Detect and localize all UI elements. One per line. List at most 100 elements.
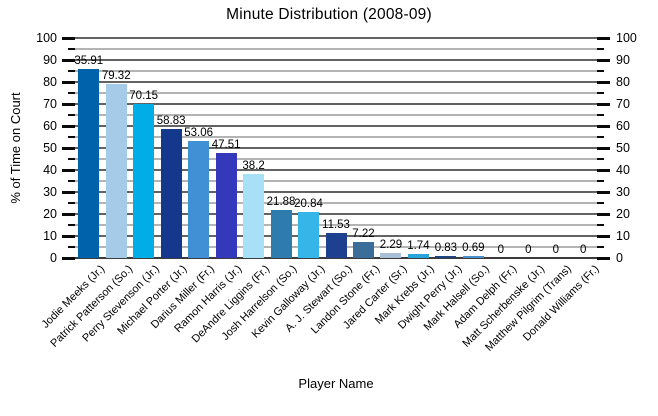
y-tick-label: 50 (616, 141, 630, 155)
gridline (75, 92, 597, 94)
bar-value-label: 0.83 (434, 242, 458, 255)
y-axis-tick (597, 202, 604, 204)
bar-value-label: 70.15 (129, 89, 159, 102)
y-axis-tick (62, 146, 75, 150)
gridline (75, 37, 597, 39)
y-tick-label: 90 (616, 53, 630, 67)
y-tick-label: 60 (43, 119, 57, 133)
y-tick-label: 70 (616, 97, 630, 111)
y-axis-tick (68, 224, 75, 226)
bar (215, 153, 237, 258)
y-axis-tick (62, 80, 75, 84)
gridline (75, 147, 597, 149)
bar (270, 209, 292, 258)
gridline (75, 125, 597, 127)
gridline (75, 158, 597, 160)
gridline (75, 191, 597, 193)
y-axis-tick (62, 102, 75, 106)
y-axis-tick (597, 92, 604, 94)
y-tick-label: 70 (43, 97, 57, 111)
gridline (75, 48, 597, 50)
gridline (75, 180, 597, 182)
y-axis-tick (597, 246, 604, 248)
bar (462, 256, 484, 258)
bar (78, 69, 100, 258)
y-axis-tick (597, 224, 604, 226)
y-tick-label: 50 (43, 141, 57, 155)
bar-value-label: 11.53 (322, 218, 350, 231)
bar (188, 141, 210, 258)
y-axis-tick (62, 124, 75, 128)
bar-value-label: 0 (525, 244, 532, 256)
y-axis-tick (597, 180, 604, 182)
bar (352, 242, 374, 258)
bar (380, 252, 402, 258)
y-tick-label: 100 (616, 31, 637, 45)
y-axis-tick (68, 202, 75, 204)
y-tick-label: 20 (43, 207, 57, 221)
bar (160, 128, 182, 258)
x-axis-title: Player Name (298, 376, 374, 391)
y-axis-tick (62, 168, 75, 172)
y-tick-label: 40 (616, 163, 630, 177)
gridline (75, 114, 597, 116)
bar (407, 254, 429, 258)
y-tick-label: 0 (50, 251, 57, 265)
y-axis-tick (597, 212, 610, 216)
y-tick-label: 100 (36, 31, 57, 45)
gridline (75, 70, 597, 72)
gridline (75, 81, 597, 83)
y-tick-label: 30 (43, 185, 57, 199)
y-axis-tick (597, 114, 604, 116)
x-axis-line (75, 257, 597, 259)
y-axis-tick (597, 70, 604, 72)
y-axis-tick (597, 48, 604, 50)
bar-value-label: 53.06 (184, 127, 214, 140)
gridline (75, 136, 597, 138)
y-axis-tick (62, 58, 75, 62)
gridline (75, 59, 597, 61)
gridline (75, 224, 597, 226)
y-axis-tick (597, 168, 610, 172)
y-axis-tick (597, 158, 604, 160)
y-tick-label: 10 (616, 229, 630, 243)
y-axis-tick (62, 212, 75, 216)
bar-value-label: 7.22 (352, 228, 375, 241)
y-axis-tick (62, 256, 75, 260)
bar-value-label: 38.2 (242, 159, 265, 172)
bar-value-label: 0 (552, 244, 559, 256)
y-axis-tick (597, 136, 604, 138)
bar-value-label: 79.32 (101, 69, 131, 82)
bar-value-label: 2.29 (379, 238, 403, 251)
y-tick-label: 30 (616, 185, 630, 199)
y-axis-tick (68, 92, 75, 94)
y-axis-tick (68, 246, 75, 248)
y-tick-label: 90 (43, 53, 57, 67)
gridline (75, 213, 597, 215)
plot-area: 35.91 79.32 70.15 58.83 53.06 47.51 38.2 21.88 2… (74, 37, 597, 259)
bar-value-label: 0.69 (462, 242, 485, 255)
y-axis-tick (68, 70, 75, 72)
y-tick-label: 80 (43, 75, 57, 89)
gridline (75, 169, 597, 171)
y-axis-tick (597, 146, 610, 150)
y-axis-tick (68, 48, 75, 50)
y-axis-tick (597, 234, 610, 238)
y-axis-tick (597, 36, 610, 40)
y-axis-tick (62, 190, 75, 194)
bar (298, 212, 320, 258)
y-axis-tick (597, 80, 610, 84)
y-axis-tick (68, 114, 75, 116)
y-axis-tick (68, 136, 75, 138)
bar-value-label: 58.83 (156, 114, 186, 127)
bar (243, 173, 265, 258)
y-tick-label: 10 (43, 229, 57, 243)
y-axis-tick (597, 58, 610, 62)
y-axis-tick (597, 124, 610, 128)
y-axis-tick (68, 158, 75, 160)
bar-value-label: 47.51 (211, 139, 241, 152)
y-tick-label: 0 (616, 251, 623, 265)
y-tick-label: 40 (43, 163, 57, 177)
bar-value-label: 0 (497, 244, 505, 256)
